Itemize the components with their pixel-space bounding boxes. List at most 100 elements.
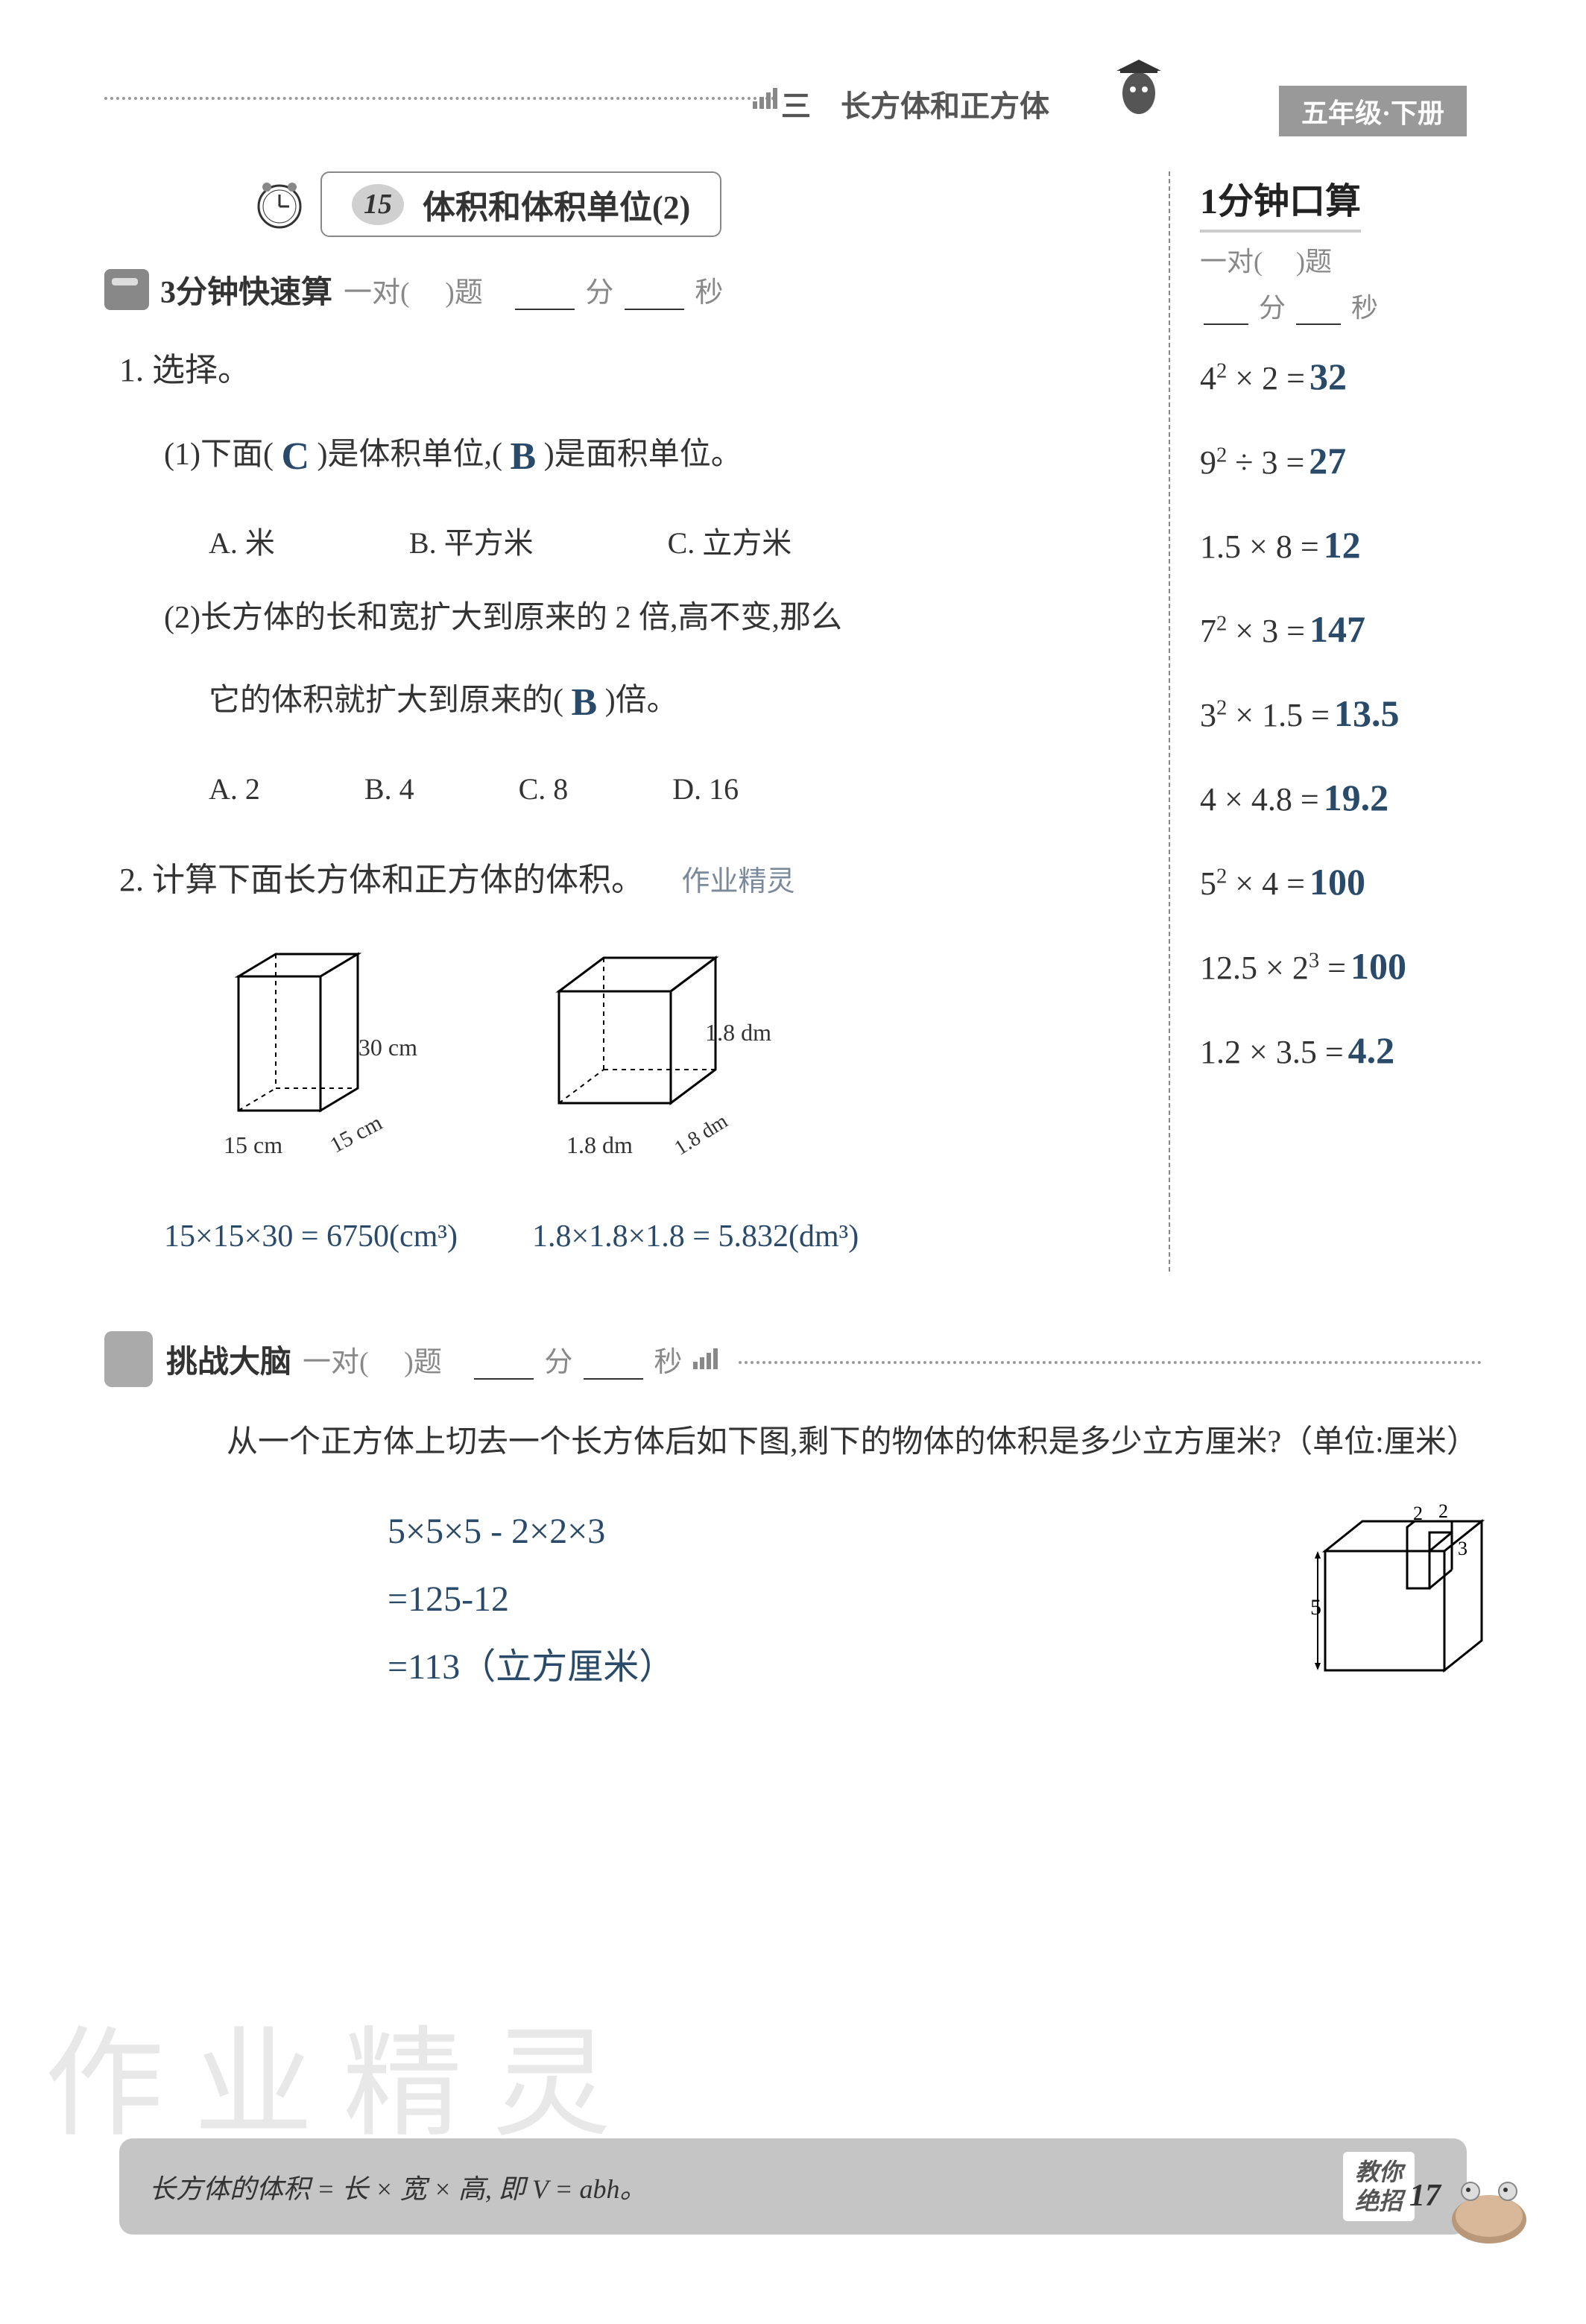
mental-item: 92 ÷ 3 =27 xyxy=(1200,439,1482,482)
left-column: 15 体积和体积单位(2) 3分钟快速算 一对( )题 分 秒 xyxy=(104,171,1169,1272)
fig1-calc: 15×15×30 = 6750(cm³) xyxy=(164,1202,458,1271)
ch-min-label: 分 xyxy=(544,1347,572,1378)
badge-l2: 绝招 xyxy=(1355,2187,1403,2215)
opt2-b: B. 4 xyxy=(364,757,414,822)
mental-item: 32 × 1.5 =13.5 xyxy=(1200,692,1482,735)
ans: 13.5 xyxy=(1334,692,1400,735)
badge-l1: 教你 xyxy=(1355,2158,1403,2186)
figure-cuboid: 30 cm 15 cm 15 cm xyxy=(209,947,402,1165)
mental-blank-sec[interactable] xyxy=(1296,323,1341,325)
mental-meta-suffix: )题 xyxy=(1296,247,1332,277)
chapter-title: 三 长方体和正方体 xyxy=(781,82,1049,125)
mental-meta: 一对( )题 xyxy=(1200,240,1482,279)
quick-meta: 一对( )题 分 秒 xyxy=(344,269,723,310)
expr: 92 ÷ 3 = xyxy=(1200,443,1304,481)
figure-cube: 1.8 dm 1.8 dm 1.8 dm xyxy=(537,947,745,1165)
mental-time: 分 秒 xyxy=(1200,286,1482,325)
mental-min-label: 分 xyxy=(1259,293,1286,323)
challenge-section: 挑战大脑 一对( )题 分 秒 从一个正方体上切去一个长方体后如下图,剩下的物体… xyxy=(104,1331,1482,1702)
lesson-number: 15 xyxy=(352,184,404,225)
q1-number: 1. 选择。 xyxy=(119,335,1139,407)
question-1: 1. 选择。 (1)下面( C )是体积单位,( B )是面积单位。 A. 米 … xyxy=(119,335,1139,822)
opt2-a: A. 2 xyxy=(209,757,260,822)
opt2-c: C. 8 xyxy=(519,757,569,822)
opt-c: C. 立方米 xyxy=(668,511,792,576)
dim-cut-d: 2 xyxy=(1438,1500,1448,1522)
signal-bars-icon xyxy=(753,88,777,109)
dim-cut-w: 2 xyxy=(1413,1503,1423,1524)
header-dotted xyxy=(104,97,775,100)
mental-item: 72 × 3 =147 xyxy=(1200,607,1482,651)
question-2: 2. 计算下面长方体和正方体的体积。 作业精灵 30 cm xyxy=(119,844,1139,1272)
mental-meta-prefix: 一对( xyxy=(1200,247,1263,277)
dim-big: 5 xyxy=(1310,1595,1321,1620)
ch-sec-label: 秒 xyxy=(654,1347,682,1378)
q1s1-suffix: )是面积单位。 xyxy=(544,438,742,472)
fig1-h: 30 cm xyxy=(358,1021,417,1073)
mental-list: 42 × 2 =32 92 ÷ 3 =27 1.5 × 8 =12 72 × 3… xyxy=(1200,355,1482,1072)
ch-blank-min[interactable] xyxy=(474,1378,534,1380)
q1s1-prefix: (1)下面( xyxy=(164,438,274,472)
cutout-cube-icon: 5 2 2 3 xyxy=(1303,1499,1511,1693)
blank-min[interactable] xyxy=(515,309,575,310)
ans: 19.2 xyxy=(1324,776,1389,819)
mental-item: 1.2 × 3.5 =4.2 xyxy=(1200,1029,1482,1072)
expr: 72 × 3 = xyxy=(1200,612,1305,650)
signal-bars-icon xyxy=(693,1348,718,1369)
lesson-title-box: 15 体积和体积单位(2) xyxy=(320,171,721,237)
q1s1-ans1: C xyxy=(281,414,309,499)
quick-section-header: 3分钟快速算 一对( )题 分 秒 xyxy=(104,267,1139,312)
q1s2-ans: B xyxy=(572,660,598,745)
header-bar: 三 长方体和正方体 五年级·下册 xyxy=(0,75,1586,119)
blank-sec[interactable] xyxy=(625,309,684,310)
ans: 100 xyxy=(1350,944,1406,988)
clock-icon xyxy=(253,178,306,230)
expr: 32 × 1.5 = xyxy=(1200,696,1330,734)
opt-b: B. 平方米 xyxy=(409,511,534,576)
footer-formula: 长方体的体积 = 长 × 宽 × 高, 即 V = abh。 xyxy=(149,2167,1343,2206)
quick-meta-q: )题 xyxy=(445,277,483,309)
ans: 32 xyxy=(1309,355,1347,398)
q1s2-suffix: )倍。 xyxy=(605,683,678,718)
q1s2-prefix: 它的体积就扩大到原来的( xyxy=(209,683,563,718)
q1-sub2-l2: 它的体积就扩大到原来的( B )倍。 作业精灵 xyxy=(209,660,1139,745)
ch-meta-prefix: 一对( xyxy=(303,1347,369,1378)
footer-bar: 长方体的体积 = 长 × 宽 × 高, 即 V = abh。 教你 绝招 17 xyxy=(119,2138,1467,2235)
footer-tip-badge: 教你 绝招 xyxy=(1343,2152,1415,2221)
opt2-d: D. 16 xyxy=(672,757,739,822)
q1s2-options: A. 2 B. 4 C. 8 D. 16 xyxy=(209,757,1139,822)
challenge-meta: 一对( )题 分 秒 xyxy=(303,1339,682,1380)
q1s1-options: A. 米 B. 平方米 C. 立方米 xyxy=(209,511,1139,576)
q2-number: 2. 计算下面长方体和正方体的体积。 xyxy=(119,862,644,898)
challenge-badge-icon xyxy=(104,1331,153,1387)
mental-item: 1.5 × 8 =12 xyxy=(1200,523,1482,566)
mental-item: 52 × 4 =100 xyxy=(1200,860,1482,903)
ans: 100 xyxy=(1309,860,1365,903)
right-column: 1分钟口算 一对( )题 分 秒 42 × 2 =32 92 ÷ 3 =27 1… xyxy=(1169,171,1482,1272)
ans: 12 xyxy=(1324,523,1361,566)
lesson-header: 15 体积和体积单位(2) xyxy=(253,171,1139,237)
q2-note: 作业精灵 xyxy=(682,866,795,897)
fig2-calc: 1.8×1.8×1.8 = 5.832(dm³) xyxy=(532,1202,859,1271)
dotted-line xyxy=(739,1361,1482,1364)
q1-sub2-l1: (2)长方体的长和宽扩大到原来的 2 倍,高不变,那么 xyxy=(164,584,1139,652)
expr: 42 × 2 = xyxy=(1200,359,1305,397)
ans: 147 xyxy=(1309,607,1365,651)
ch-blank-sec[interactable] xyxy=(584,1378,643,1380)
mental-title: 1分钟口算 xyxy=(1200,171,1361,233)
q1s1-ans2: B xyxy=(511,414,537,499)
expr: 12.5 × 23 = xyxy=(1200,949,1346,987)
fig2-h: 1.8 dm xyxy=(705,1006,771,1058)
page-num-icon xyxy=(1444,2175,1534,2249)
page-container: 三 长方体和正方体 五年级·下册 15 体积和体积单位(2) xyxy=(0,0,1586,2324)
fig1-w: 15 cm xyxy=(224,1119,282,1171)
watermark: 作业精灵 xyxy=(45,1987,641,2160)
mental-blank-min[interactable] xyxy=(1204,323,1248,325)
q1-sub1: (1)下面( C )是体积单位,( B )是面积单位。 xyxy=(164,414,1139,499)
scholar-icon xyxy=(1109,52,1169,127)
q1s1-mid: )是体积单位,( xyxy=(317,438,502,472)
lesson-title: 体积和体积单位(2) xyxy=(423,180,690,228)
challenge-body: 从一个正方体上切去一个长方体后如下图,剩下的物体的体积是多少立方厘米?（单位:厘… xyxy=(164,1409,1482,1702)
figures-row: 30 cm 15 cm 15 cm xyxy=(209,947,1139,1165)
expr: 4 × 4.8 = xyxy=(1200,780,1319,818)
